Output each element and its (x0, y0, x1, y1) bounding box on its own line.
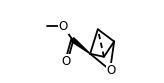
Text: O: O (59, 20, 68, 33)
Polygon shape (71, 38, 90, 54)
Text: O: O (107, 64, 116, 77)
Text: O: O (62, 55, 71, 68)
